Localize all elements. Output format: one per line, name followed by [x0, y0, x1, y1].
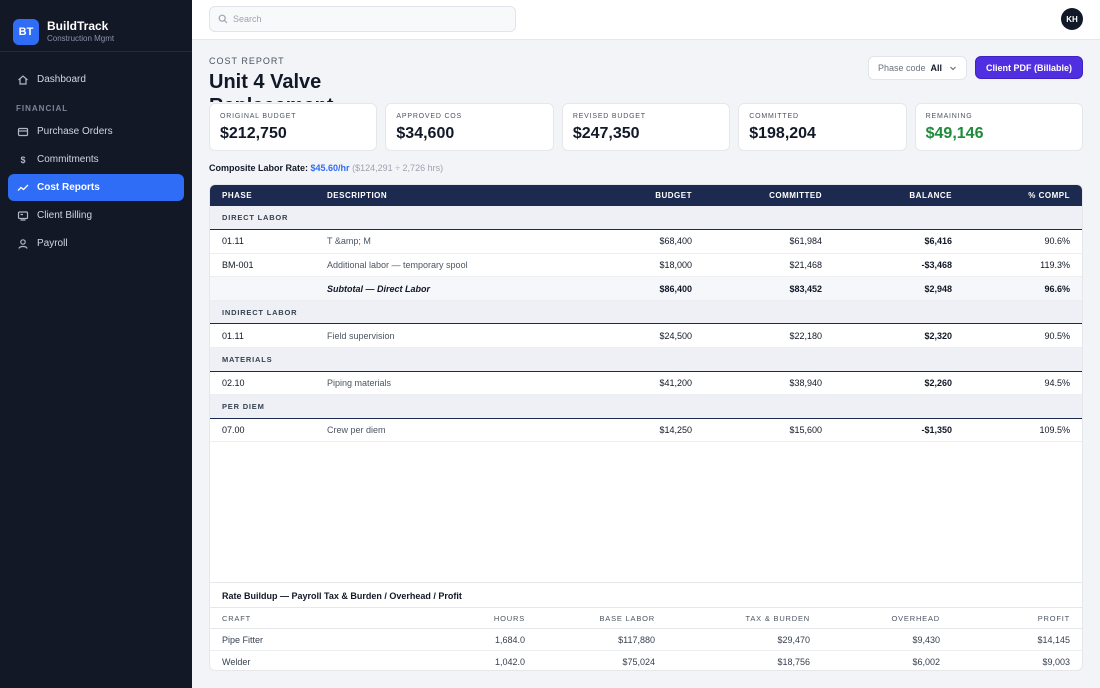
- summary-cards: ORIGINAL BUDGET $212,750 APPROVED COS $3…: [209, 103, 1084, 151]
- sidebar-item-client-billing[interactable]: Client Billing: [8, 202, 184, 229]
- col-overhead: OVERHEAD: [822, 607, 952, 629]
- group-row: MATERIALS: [210, 347, 1082, 372]
- rate-value: $45.60/hr: [310, 163, 350, 173]
- sidebar-nav: Dashboard FINANCIAL Purchase Orders $ Co…: [0, 52, 192, 257]
- col-base-labor: BASE LABOR: [537, 607, 667, 629]
- card-label: ORIGINAL BUDGET: [220, 113, 297, 120]
- table-row[interactable]: 01.11 T &amp; M $68,400 $61,984 $6,416 9…: [210, 229, 1082, 254]
- table-row[interactable]: 01.11 Field supervision $24,500 $22,180 …: [210, 323, 1082, 349]
- rate-buildup-title: Rate Buildup — Payroll Tax & Burden / Ov…: [222, 591, 462, 601]
- card-committed: COMMITTED $198,204: [738, 103, 907, 151]
- rate-buildup-section: Rate Buildup — Payroll Tax & Burden / Ov…: [210, 582, 1082, 670]
- card-value: $247,350: [572, 125, 640, 142]
- composite-labor-rate: Composite Labor Rate: $45.60/hr ($124,29…: [209, 163, 443, 173]
- card-label: REMAINING: [925, 113, 973, 120]
- cost-report-panel: PHASE DESCRIPTION BUDGET COMMITTED BALAN…: [209, 184, 1083, 671]
- group-row: INDIRECT LABOR: [210, 300, 1082, 325]
- avatar[interactable]: KH: [1061, 8, 1083, 30]
- group-row: DIRECT LABOR: [210, 206, 1082, 231]
- table-row[interactable]: 07.00 Crew per diem $14,250 $15,600 -$1,…: [210, 418, 1082, 443]
- card-approved-cos: APPROVED COS $34,600: [385, 103, 554, 151]
- sidebar: BT BuildTrack Construction Mgmt Dashboar…: [0, 0, 192, 688]
- sidebar-item-label: Cost Reports: [37, 182, 100, 193]
- topbar: KH: [192, 0, 1100, 40]
- rate-buildup-table: CRAFT HOURS BASE LABOR TAX & BURDEN OVER…: [210, 607, 1082, 670]
- search-input[interactable]: [233, 14, 503, 24]
- card-revised-budget: REVISED BUDGET $247,350: [561, 103, 731, 151]
- table-row[interactable]: 02.10 Piping materials $41,200 $38,940 $…: [210, 371, 1082, 396]
- sidebar-item-label: Dashboard: [37, 74, 86, 85]
- phase-code-value: All: [930, 63, 943, 73]
- brand-subtitle: Construction Mgmt: [47, 34, 115, 43]
- table-row: Pipe Fitter 1,684.0 $117,880 $29,470 $9,…: [210, 628, 1082, 651]
- user-icon: [16, 237, 30, 251]
- cost-table: PHASE DESCRIPTION BUDGET COMMITTED BALAN…: [210, 185, 1082, 443]
- col-budget[interactable]: BUDGET: [574, 185, 704, 206]
- col-hours: HOURS: [427, 607, 537, 629]
- sidebar-item-label: Commitments: [37, 154, 99, 165]
- col-committed[interactable]: COMMITTED: [704, 185, 834, 206]
- client-pdf-button[interactable]: Client PDF (Billable): [975, 56, 1083, 79]
- col-description[interactable]: DESCRIPTION: [315, 185, 574, 206]
- col-craft: CRAFT: [210, 607, 427, 629]
- brand[interactable]: BT BuildTrack Construction Mgmt: [0, 0, 192, 52]
- sidebar-item-cost-reports[interactable]: Cost Reports: [8, 174, 184, 201]
- search-icon: [218, 14, 228, 24]
- card-value: $212,750: [220, 125, 287, 142]
- sidebar-item-dashboard[interactable]: Dashboard: [8, 66, 184, 93]
- table-row[interactable]: BM-001 Additional labor — temporary spoo…: [210, 253, 1082, 278]
- sidebar-item-purchase-orders[interactable]: Purchase Orders: [8, 118, 184, 145]
- card-label: COMMITTED: [749, 113, 799, 120]
- col-pct-complete[interactable]: % COMPL: [964, 185, 1082, 206]
- card-label: APPROVED COS: [396, 113, 463, 120]
- phase-code-label: Phase code: [878, 63, 926, 73]
- col-balance[interactable]: BALANCE: [834, 185, 964, 206]
- rate-note: ($124,291 ÷ 2,726 hrs): [352, 163, 444, 173]
- col-phase[interactable]: PHASE: [210, 185, 315, 206]
- sidebar-item-label: Payroll: [37, 238, 68, 249]
- receipt-icon: [16, 125, 30, 139]
- page-title: Unit 4 Valve Replacement: [209, 71, 334, 102]
- col-profit: PROFIT: [952, 607, 1082, 629]
- group-row: PER DIEM: [210, 394, 1082, 419]
- subtotal-row: Subtotal — Direct Labor $86,400 $83,452 …: [210, 276, 1082, 301]
- brand-logo: BT: [13, 19, 39, 45]
- sidebar-item-label: Purchase Orders: [37, 126, 113, 137]
- sidebar-section-financial: FINANCIAL: [16, 104, 69, 113]
- card-value: $198,204: [749, 125, 816, 142]
- sidebar-item-commitments[interactable]: $ Commitments: [8, 146, 184, 173]
- card-value: $34,600: [396, 125, 455, 142]
- card-original-budget: ORIGINAL BUDGET $212,750: [209, 103, 378, 151]
- sidebar-item-payroll[interactable]: Payroll: [8, 230, 184, 257]
- dollar-icon: $: [20, 154, 26, 165]
- chevron-down-icon: [949, 64, 957, 72]
- rate-label: Composite Labor Rate:: [209, 163, 309, 173]
- phase-code-select[interactable]: Phase code All: [868, 56, 967, 80]
- search-box[interactable]: [209, 6, 516, 32]
- page-eyebrow: COST REPORT: [209, 56, 285, 66]
- card-label: REVISED BUDGET: [572, 113, 646, 120]
- home-icon: [16, 73, 30, 87]
- col-tax-burden: TAX & BURDEN: [667, 607, 822, 629]
- trend-icon: [16, 181, 30, 195]
- card-value: $49,146: [925, 125, 984, 142]
- billing-icon: [16, 209, 30, 223]
- table-row: Welder 1,042.0 $75,024 $18,756 $6,002 $9…: [210, 650, 1082, 670]
- brand-name: BuildTrack: [47, 19, 109, 33]
- sidebar-item-label: Client Billing: [37, 210, 93, 221]
- card-remaining: REMAINING $49,146: [914, 103, 1084, 151]
